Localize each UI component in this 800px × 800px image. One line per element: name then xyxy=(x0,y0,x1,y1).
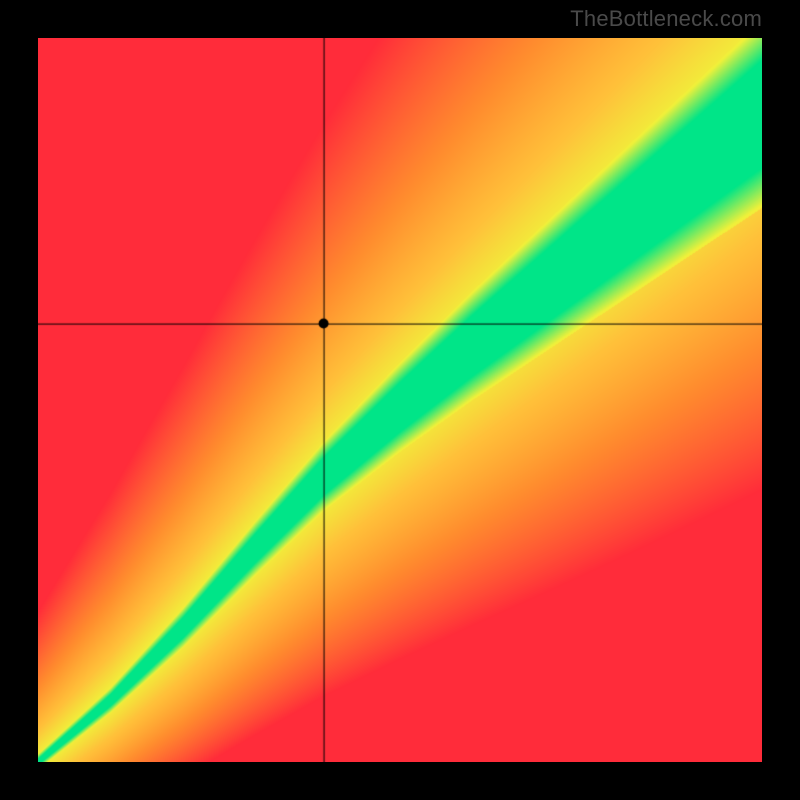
watermark-text: TheBottleneck.com xyxy=(570,6,762,32)
heatmap-canvas xyxy=(38,38,762,762)
chart-container: TheBottleneck.com xyxy=(0,0,800,800)
heatmap-plot xyxy=(38,38,762,762)
